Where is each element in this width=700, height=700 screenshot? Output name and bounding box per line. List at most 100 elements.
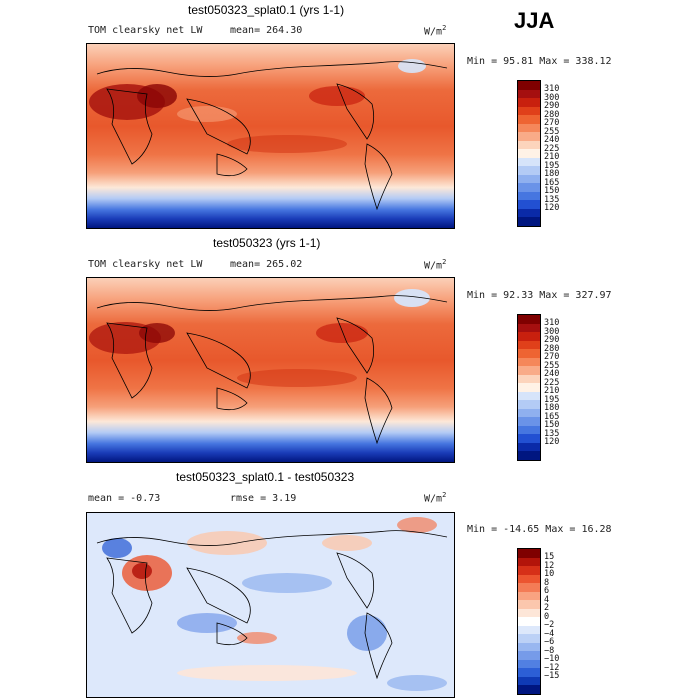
panel-1-title: test050323_splat0.1 (yrs 1-1) [188, 3, 345, 17]
colorbar-tick-label: 195 [544, 394, 560, 405]
colorbar-swatch [518, 366, 540, 376]
panel-3-rmse-value: 3.19 [272, 493, 297, 504]
colorbar-swatch [518, 442, 540, 452]
panel-1-mean-value: 264.30 [266, 25, 303, 36]
colorbar-swatch [518, 200, 540, 210]
colorbar-swatch [518, 383, 540, 393]
colorbar-tick-label: 280 [544, 109, 560, 120]
colorbar-swatch [518, 315, 540, 325]
panel-1-min-value: 95.81 [503, 56, 534, 67]
colorbar-swatch [518, 566, 540, 576]
colorbar-tick-label: 255 [544, 126, 560, 137]
colorbar-swatch [518, 659, 540, 669]
colorbar-swatch [518, 340, 540, 350]
colorbar-tick-label: 210 [544, 386, 560, 397]
colorbar-swatch [518, 349, 540, 359]
colorbar-tick-label: 270 [544, 118, 560, 129]
panel-1-min-label: Min = [467, 56, 498, 67]
panel-3-rmse: rmse = 3.19 [230, 493, 296, 504]
colorbar-tick-label: 2 [544, 603, 550, 614]
colorbar-swatch [518, 668, 540, 678]
colorbar-tick-label: 290 [544, 101, 560, 112]
colorbar-tick-label: 165 [544, 411, 560, 422]
panel-1-variable: TOM clearsky net LW [88, 25, 203, 36]
panel-3-max-value: 16.28 [581, 524, 612, 535]
panel-2-units-exp: 2 [442, 258, 447, 266]
colorbar-tick-label: −12 [544, 662, 560, 673]
colorbar-tick-label: 210 [544, 152, 560, 163]
panel-3-units-base: W/m [424, 493, 443, 505]
colorbar-swatch [518, 332, 540, 342]
colorbar-tick-label: 225 [544, 377, 560, 388]
colorbar-tick-label: 165 [544, 177, 560, 188]
colorbar-tick-label: 4 [544, 594, 550, 605]
colorbar-swatch [518, 115, 540, 125]
colorbar-swatch [518, 217, 540, 227]
panel-2-max-value: 327.97 [575, 290, 612, 301]
panel-1-units-exp: 2 [442, 24, 447, 32]
panel-3-title: test050323_splat0.1 - test050323 [176, 470, 355, 484]
panel-3-minmax: Min = -14.65 Max = 16.28 [467, 524, 612, 535]
colorbar-swatch [518, 625, 540, 635]
panel-2-colorbar: 310 300 290 280 270 255 240 225 210 195 180 165 150 1… [517, 314, 559, 461]
colorbar-swatch [518, 583, 540, 593]
panel-2-mean-value: 265.02 [266, 259, 303, 270]
panel-3-map [86, 512, 455, 698]
panel-1-map [86, 43, 455, 229]
panel-3-colorbar: 15 12 10 8 6 4 2 0 −2 −4 −6 −8 −10 −12 −15 [517, 548, 559, 695]
colorbar-tick-label: 195 [544, 160, 560, 171]
colorbar-tick-label: 8 [544, 577, 550, 588]
panel-1-units-base: W/m [424, 26, 443, 38]
colorbar-swatch [518, 123, 540, 133]
colorbar-swatch [518, 89, 540, 99]
panel-1-minmax: Min = 95.81 Max = 338.12 [467, 56, 612, 67]
colorbar-tick-label: −6 [544, 637, 555, 648]
colorbar-tick-label: 6 [544, 586, 550, 597]
panel-1-max-value: 338.12 [575, 56, 612, 67]
colorbar-swatch [518, 434, 540, 444]
colorbar-tick-label: 300 [544, 326, 560, 337]
colorbar-swatch [518, 557, 540, 567]
panel-2-min-value: 92.33 [503, 290, 534, 301]
panel-2-max-label: Max = [539, 290, 570, 301]
panel-2-minmax: Min = 92.33 Max = 327.97 [467, 290, 612, 301]
panel-1-max-label: Max = [539, 56, 570, 67]
colorbar-tick-label: 290 [544, 335, 560, 346]
colorbar-swatch [518, 634, 540, 644]
colorbar-swatch [518, 323, 540, 333]
colorbar-swatch [518, 140, 540, 150]
colorbar-tick-label: −15 [544, 671, 560, 682]
colorbar-swatch [518, 81, 540, 91]
panel-2-map [86, 277, 455, 463]
colorbar-tick-label: −4 [544, 628, 555, 639]
colorbar-tick-label: 120 [544, 437, 560, 448]
panel-2-variable: TOM clearsky net LW [88, 259, 203, 270]
colorbar-swatch [518, 166, 540, 176]
colorbar-swatch [518, 106, 540, 116]
colorbar-swatch [518, 391, 540, 401]
colorbar-swatch [518, 357, 540, 367]
panel-2-title: test050323 (yrs 1-1) [213, 236, 321, 250]
panel-2-units-base: W/m [424, 260, 443, 272]
colorbar-tick-label: 120 [544, 203, 560, 214]
colorbar-tick-label: 240 [544, 369, 560, 380]
colorbar-swatch [518, 451, 540, 461]
panel-2-min-label: Min = [467, 290, 498, 301]
panel-3-mean-value: -0.73 [130, 493, 161, 504]
colorbar-swatch [518, 400, 540, 410]
colorbar-swatch [518, 408, 540, 418]
colorbar-swatch [518, 157, 540, 167]
colorbar-tick-label: 180 [544, 169, 560, 180]
colorbar-swatch [518, 174, 540, 184]
panel-3-rmse-label: rmse = [230, 493, 267, 504]
colorbar-swatch [518, 183, 540, 193]
panel-2-mean: mean= 265.02 [230, 259, 302, 270]
panel-3-mean-label: mean = [88, 493, 125, 504]
colorbar-swatch [518, 149, 540, 159]
colorbar-tick-label: 180 [544, 403, 560, 414]
panel-1-mean-label: mean= [230, 25, 261, 36]
colorbar-tick-label: 310 [544, 318, 560, 329]
colorbar-swatch [518, 685, 540, 695]
colorbar-tick-label: −10 [544, 654, 560, 665]
colorbar-tick-label: 150 [544, 420, 560, 431]
